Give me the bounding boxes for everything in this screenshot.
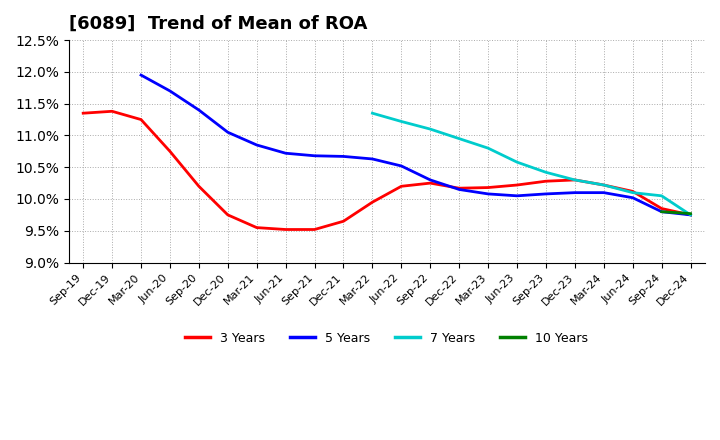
Legend: 3 Years, 5 Years, 7 Years, 10 Years: 3 Years, 5 Years, 7 Years, 10 Years	[180, 327, 593, 350]
Text: [6089]  Trend of Mean of ROA: [6089] Trend of Mean of ROA	[68, 15, 367, 33]
